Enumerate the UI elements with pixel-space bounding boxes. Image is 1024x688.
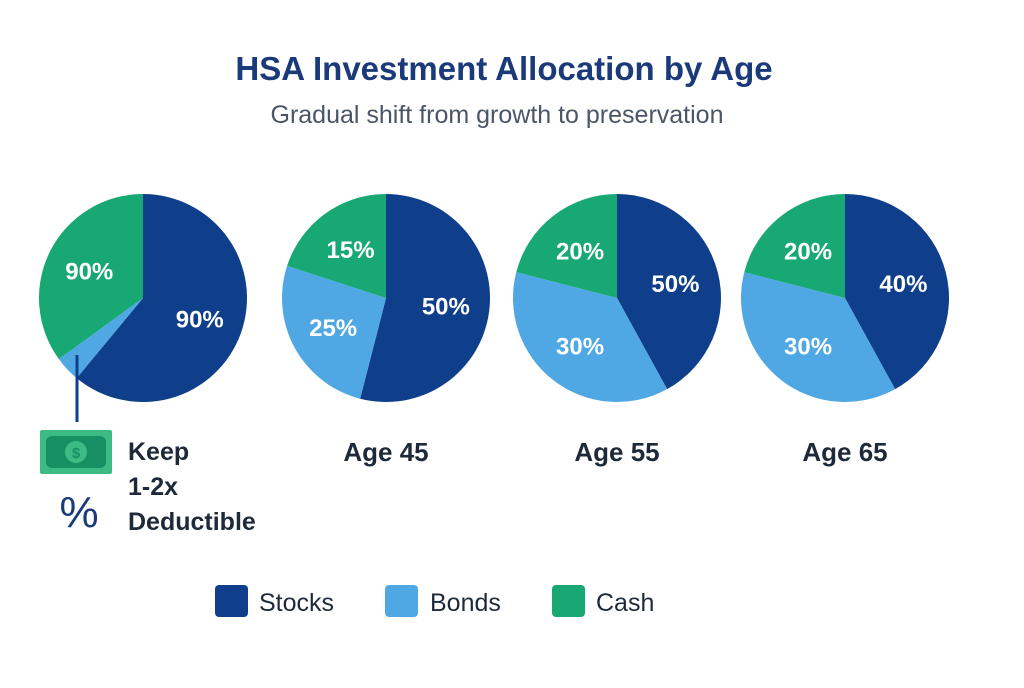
annotation: $ % Keep 1-2x Deductible	[40, 355, 256, 537]
pies-group: 90% 90% 50% 25% 15% Age 45 50% 30% 20% Age 55 40% 3…	[39, 194, 950, 467]
svg-text:$: $	[72, 445, 81, 462]
pie-slice-cash	[287, 194, 386, 298]
chart-title: HSA Investment Allocation by Age	[235, 50, 772, 87]
slice-data-label: 30%	[556, 334, 604, 361]
slice-data-label: 90%	[176, 306, 224, 333]
pie-slice-cash	[516, 194, 617, 298]
pie-age-label: Age 55	[574, 437, 659, 467]
slice-data-label: 50%	[651, 271, 699, 298]
annotation-line-1: Keep	[128, 438, 189, 466]
chart-subtitle: Gradual shift from growth to preservatio…	[271, 101, 724, 129]
pie-slice-stocks	[76, 194, 247, 402]
slice-data-label: 50%	[422, 294, 470, 321]
dollar-bill-icon: $	[40, 430, 112, 474]
slice-data-label: 30%	[784, 334, 832, 361]
legend-label-cash: Cash	[596, 589, 654, 617]
pie-slice-bonds	[282, 265, 386, 399]
slice-data-label: 90%	[65, 259, 113, 286]
slice-data-label: 20%	[556, 238, 604, 265]
annotation-line-2: 1-2x	[128, 473, 178, 501]
pie-slice-cash	[39, 194, 143, 360]
pie-slice-bonds	[58, 298, 144, 379]
legend-swatch-cash	[552, 585, 585, 617]
pie-age-label: Age 65	[802, 437, 887, 467]
percent-symbol: %	[59, 488, 98, 537]
pie-slice-stocks	[360, 194, 491, 403]
pie-slice-stocks	[617, 194, 721, 390]
pie-slice-cash	[744, 194, 845, 298]
slice-data-label: 20%	[784, 238, 832, 265]
slice-data-label: 25%	[309, 315, 357, 342]
pie-slice-stocks	[845, 194, 950, 390]
pie-age-label: Age 45	[343, 437, 428, 467]
legend: Stocks Bonds Cash	[215, 585, 654, 617]
legend-label-stocks: Stocks	[259, 589, 334, 617]
annotation-line-3: Deductible	[128, 508, 256, 536]
slice-data-label: 15%	[327, 237, 375, 264]
slice-data-label: 40%	[879, 271, 927, 298]
pie-slice-bonds	[740, 272, 896, 402]
pie-slice-bonds	[513, 272, 668, 402]
legend-swatch-bonds	[385, 585, 418, 617]
legend-swatch-stocks	[215, 585, 248, 617]
legend-label-bonds: Bonds	[430, 589, 501, 617]
